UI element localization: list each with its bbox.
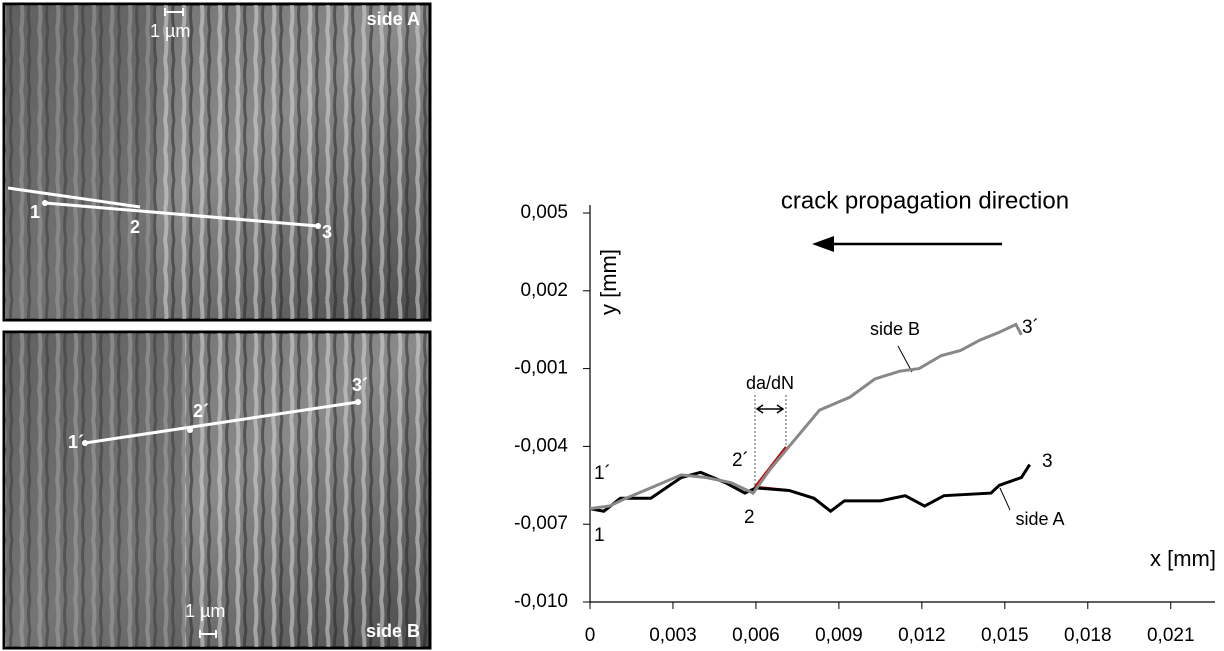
x-tick-label: 0,003 <box>649 625 697 646</box>
series-line <box>589 463 1031 514</box>
y-tick-label: 0,005 <box>520 202 568 223</box>
point-label: 2´ <box>193 401 209 421</box>
point-label: 3 <box>322 222 332 242</box>
x-axis-label: x [mm] <box>1150 546 1216 571</box>
y-tick-label: -0,001 <box>514 358 568 379</box>
y-tick-label: -0,004 <box>514 435 568 456</box>
sem-image-b: side B 1 µm 1´ 2´ 3´ <box>2 330 432 650</box>
annotation: 2´ <box>732 450 749 471</box>
y-axis-label: y [mm] <box>596 249 621 315</box>
x-tick-label: 0,009 <box>815 625 863 646</box>
x-tick-label: 0,006 <box>732 625 780 646</box>
x-tick-label: 0,021 <box>1147 625 1195 646</box>
leader <box>897 345 913 373</box>
annotation: 1´ <box>594 463 611 484</box>
series-label: side A <box>1015 509 1064 529</box>
series-label: side B <box>870 319 920 339</box>
x-tick-label: 0,018 <box>1064 625 1112 646</box>
x-tick-label: 0,015 <box>981 625 1029 646</box>
point-label: 1´ <box>68 432 84 452</box>
span-arrow <box>755 404 785 414</box>
point-label: 1 <box>30 202 40 222</box>
y-tick-label: -0,010 <box>514 591 568 612</box>
y-tick-label: -0,007 <box>514 513 568 534</box>
annotation: 1 <box>594 525 605 546</box>
y-tick-label: 0,002 <box>520 280 568 301</box>
annotation: 2 <box>744 507 755 528</box>
scale-label: 1 µm <box>185 601 225 621</box>
annotation: 3 <box>1042 451 1053 472</box>
image-label: side A <box>367 9 420 29</box>
point-label: 2 <box>130 217 140 237</box>
leader <box>999 487 1011 511</box>
annotation: crack propagation direction <box>781 187 1069 214</box>
point-label: 3´ <box>352 375 368 395</box>
annotation: da/dN <box>746 373 794 393</box>
image-label: side B <box>366 621 420 641</box>
series-line <box>589 322 1023 511</box>
x-tick-label: 0 <box>585 625 596 646</box>
arrow-head <box>812 236 834 252</box>
sem-image-a: side A 1 µm 1 2 3 <box>2 2 432 322</box>
chart: x [mm] y [mm] side B side A 0 0,003 0,006 0… <box>514 187 1216 646</box>
scale-label: 1 µm <box>150 21 190 41</box>
x-tick-label: 0,012 <box>898 625 946 646</box>
annotation: 3´ <box>1022 317 1039 338</box>
